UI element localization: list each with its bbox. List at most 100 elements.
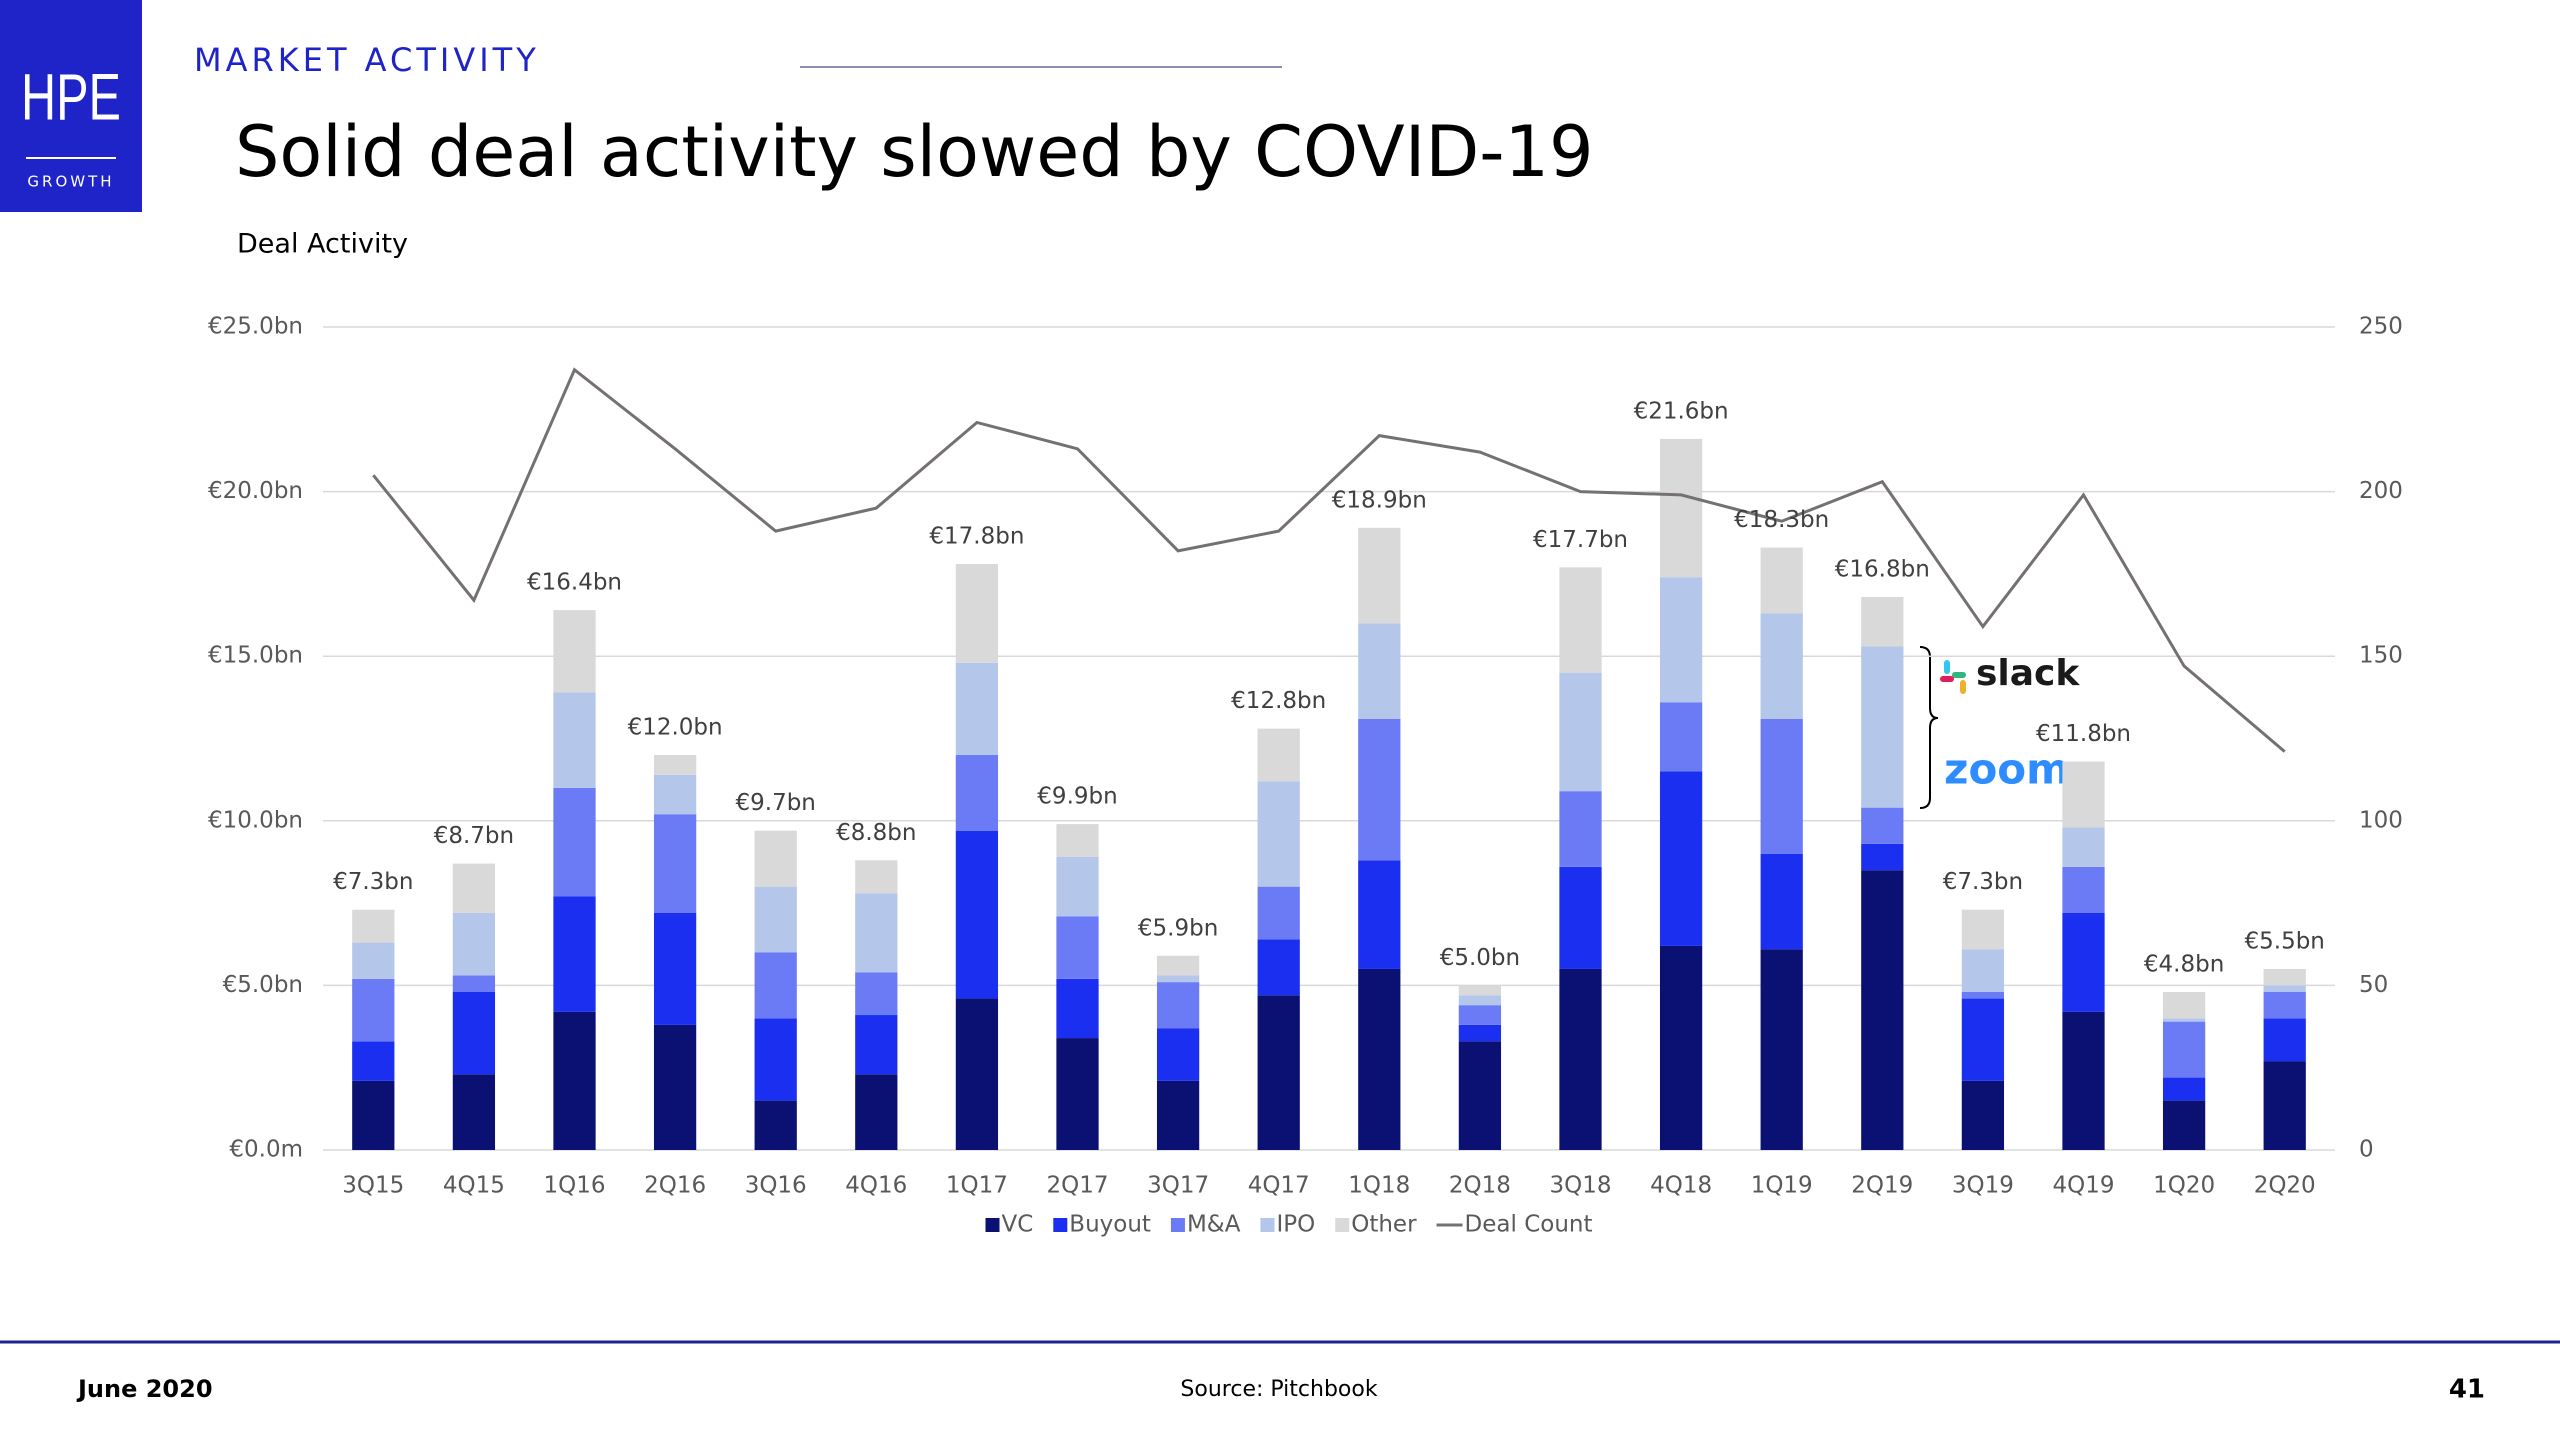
- bar-segment: [855, 1074, 898, 1150]
- bar-segment: [653, 1024, 697, 1150]
- bar-segment: [1458, 1041, 1502, 1150]
- bar-segment: [1358, 718, 1401, 861]
- bar-segment: [1861, 843, 1904, 871]
- y-tick-label: €25.0bn: [208, 314, 303, 340]
- bar-segment: [1559, 567, 1602, 673]
- bar-segment: [1257, 728, 1300, 782]
- bar-segment: [754, 830, 797, 887]
- total-label: €18.3bn: [1734, 507, 1829, 533]
- bar-segment: [1559, 866, 1602, 969]
- bar-segment: [2162, 991, 2206, 1019]
- bar-segment: [754, 886, 797, 953]
- bar-segment: [955, 662, 999, 755]
- x-tick-label: 3Q18: [1549, 1173, 1611, 1199]
- legend-label: M&A: [1187, 1212, 1241, 1238]
- x-tick-label: 4Q17: [1248, 1173, 1310, 1199]
- total-label: €9.9bn: [1037, 784, 1117, 810]
- x-tick-label: 1Q16: [543, 1173, 605, 1199]
- x-tick-label: 4Q16: [845, 1173, 907, 1199]
- total-label: €11.8bn: [2036, 721, 2131, 747]
- bar-segment: [2062, 827, 2105, 867]
- y2-tick-label: 0: [2359, 1137, 2374, 1163]
- bar-segment: [1760, 949, 1803, 1150]
- footer-source: Source: Pitchbook: [1180, 1377, 1377, 1402]
- bar-segment: [653, 754, 697, 775]
- bar-segment: [1559, 672, 1602, 792]
- bar-segment: [452, 912, 496, 976]
- legend-swatch: [1335, 1218, 1350, 1232]
- x-tick-label: 1Q17: [946, 1173, 1008, 1199]
- bar-segment: [1961, 1080, 2005, 1150]
- slide-title: Solid deal activity slowed by COVID-19: [235, 111, 1594, 193]
- bar-segment: [1257, 995, 1300, 1150]
- total-label: €12.0bn: [628, 714, 723, 740]
- bar-segment: [352, 909, 395, 943]
- bar-segment: [2162, 1021, 2206, 1078]
- annotation-slack: slack: [1976, 653, 2080, 694]
- bar-segment: [452, 975, 496, 992]
- legend-label: VC: [1002, 1212, 1034, 1238]
- y-tick-label: €20.0bn: [208, 478, 303, 504]
- bar-segment: [1760, 853, 1803, 950]
- bar-segment: [1659, 771, 1703, 946]
- bar-segment: [1257, 781, 1300, 887]
- annotation-zoom: zoom: [1944, 745, 2070, 794]
- x-tick-label: 2Q17: [1046, 1173, 1108, 1199]
- bar-segment: [955, 564, 999, 663]
- legend-swatch: [1170, 1218, 1185, 1232]
- bar-segment: [653, 814, 697, 913]
- total-label: €8.8bn: [836, 820, 916, 846]
- bar-segment: [1257, 939, 1300, 996]
- icon-part: [1960, 680, 1966, 694]
- bar-segment: [855, 860, 898, 894]
- bar-segment: [1056, 916, 1099, 979]
- legend-label: Deal Count: [1465, 1212, 1593, 1238]
- bar-segment: [955, 830, 999, 999]
- total-label: €9.7bn: [736, 790, 816, 816]
- total-label: €17.8bn: [929, 524, 1024, 550]
- bar-segment: [2263, 1018, 2306, 1062]
- bar-segment: [1961, 909, 2005, 950]
- page-number: 41: [2449, 1375, 2485, 1405]
- footer-date: June 2020: [76, 1375, 213, 1403]
- bar-segment: [1056, 1038, 1099, 1150]
- legend-label: Buyout: [1069, 1212, 1151, 1238]
- x-tick-label: 3Q17: [1147, 1173, 1209, 1199]
- total-label: €21.6bn: [1634, 398, 1729, 424]
- x-tick-label: 4Q15: [443, 1173, 505, 1199]
- bar-segment: [1156, 1028, 1200, 1081]
- total-label: €16.8bn: [1835, 556, 1930, 582]
- x-tick-label: 3Q19: [1952, 1173, 2014, 1199]
- bar-segment: [855, 972, 898, 1016]
- total-label: €16.4bn: [527, 570, 622, 596]
- bar-segment: [352, 942, 395, 979]
- slack-icon: [1940, 660, 1966, 694]
- y2-tick-label: 100: [2359, 807, 2403, 833]
- deal-count-line: [372, 367, 2286, 753]
- bar-segment: [1056, 824, 1099, 858]
- bar-segment: [1458, 1024, 1502, 1042]
- bar-segment: [1659, 577, 1703, 703]
- bar-segment: [2162, 1100, 2206, 1150]
- bar-segment: [553, 787, 596, 897]
- bar-segment: [2263, 985, 2306, 992]
- bar-segment: [754, 1100, 797, 1150]
- bar-segment: [955, 998, 999, 1150]
- legend-label: Other: [1351, 1212, 1417, 1238]
- bar-segment: [1156, 982, 1200, 1029]
- y2-tick-label: 250: [2359, 314, 2403, 340]
- logo-sub: GROWTH: [27, 173, 114, 191]
- bar-segment: [2263, 991, 2306, 1019]
- bar-segment: [2162, 1018, 2206, 1022]
- bar-segment: [452, 1074, 496, 1150]
- total-label: €18.9bn: [1332, 487, 1427, 513]
- icon-part: [1944, 660, 1950, 674]
- bar-segment: [653, 774, 697, 815]
- bar-segment: [352, 1080, 395, 1150]
- bar-segment: [1961, 991, 2005, 999]
- bar-segment: [2263, 1061, 2306, 1150]
- bar-segment: [754, 1018, 797, 1101]
- bar-segment: [1458, 995, 1502, 1006]
- logo-box: [0, 0, 142, 212]
